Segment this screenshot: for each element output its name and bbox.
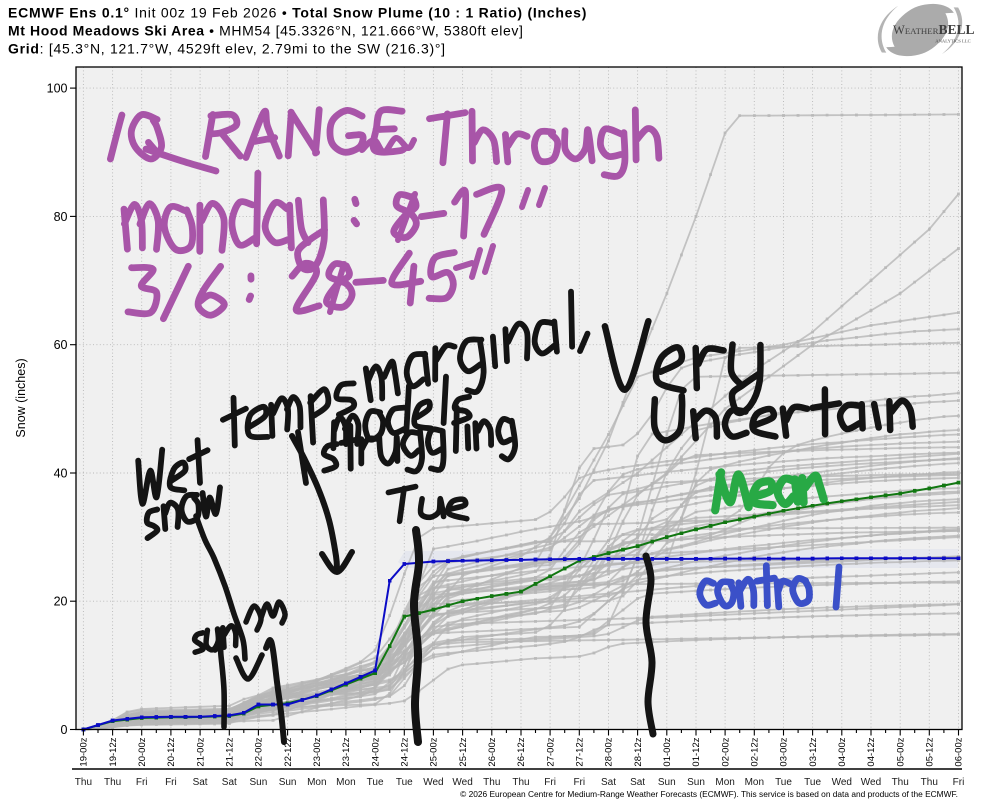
- svg-text:04-00z: 04-00z: [837, 737, 848, 766]
- svg-text:Mon: Mon: [715, 777, 734, 788]
- svg-text:20-12z: 20-12z: [166, 737, 177, 766]
- svg-text:Tue: Tue: [775, 777, 792, 788]
- svg-text:22-00z: 22-00z: [254, 737, 265, 766]
- svg-text:Thu: Thu: [483, 777, 500, 788]
- svg-text:© 2026 European Centre for Med: © 2026 European Centre for Medium-Range …: [460, 789, 958, 799]
- svg-text:20: 20: [54, 595, 68, 609]
- svg-text:Wed: Wed: [861, 777, 881, 788]
- svg-text:27-12z: 27-12z: [575, 737, 586, 766]
- svg-text:02-12z: 02-12z: [750, 737, 761, 766]
- svg-text:Tue: Tue: [804, 777, 821, 788]
- svg-text:25-00z: 25-00z: [429, 737, 440, 766]
- svg-text:ECMWF Ens 0.1° Init 00z 19 Feb: ECMWF Ens 0.1° Init 00z 19 Feb 2026 • To…: [8, 5, 587, 21]
- svg-text:06-00z: 06-00z: [954, 737, 965, 766]
- svg-text:19-00z: 19-00z: [79, 737, 90, 766]
- svg-text:28-12z: 28-12z: [633, 737, 644, 766]
- svg-text:05-12z: 05-12z: [925, 737, 936, 766]
- svg-text:Thu: Thu: [75, 777, 92, 788]
- svg-text:ANALYTICS LLC: ANALYTICS LLC: [935, 39, 970, 44]
- svg-text:19-12z: 19-12z: [108, 737, 119, 766]
- svg-text:Fri: Fri: [165, 777, 177, 788]
- svg-text:Sun: Sun: [687, 777, 705, 788]
- svg-text:03-00z: 03-00z: [779, 737, 790, 766]
- svg-text:Snow (inches): Snow (inches): [14, 358, 28, 437]
- svg-text:Mt Hood Meadows Ski Area • MHM: Mt Hood Meadows Ski Area • MHM54 [45.332…: [8, 23, 523, 39]
- svg-text:Fri: Fri: [136, 777, 148, 788]
- svg-text:Sun: Sun: [250, 777, 268, 788]
- svg-text:Mon: Mon: [745, 777, 764, 788]
- svg-text:Grid: [45.3°N, 121.7°W, 4529ft: Grid: [45.3°N, 121.7°W, 4529ft elev, 2.7…: [8, 41, 446, 57]
- svg-text:Thu: Thu: [921, 777, 938, 788]
- svg-text:04-12z: 04-12z: [866, 737, 877, 766]
- svg-text:Thu: Thu: [892, 777, 909, 788]
- svg-text:28-00z: 28-00z: [604, 737, 615, 766]
- svg-text:23-00z: 23-00z: [312, 737, 323, 766]
- svg-text:Sun: Sun: [658, 777, 676, 788]
- svg-text:26-00z: 26-00z: [487, 737, 498, 766]
- svg-text:60: 60: [54, 338, 68, 352]
- svg-text:24-00z: 24-00z: [370, 737, 381, 766]
- svg-text:21-12z: 21-12z: [225, 737, 236, 766]
- svg-text:Mon: Mon: [336, 777, 355, 788]
- svg-text:WEATHERBELL: WEATHERBELL: [893, 22, 975, 37]
- svg-text:23-12z: 23-12z: [341, 737, 352, 766]
- svg-text:Tue: Tue: [396, 777, 413, 788]
- svg-text:Sat: Sat: [601, 777, 616, 788]
- svg-text:Mon: Mon: [307, 777, 326, 788]
- svg-text:Sat: Sat: [193, 777, 208, 788]
- svg-text:Sun: Sun: [279, 777, 297, 788]
- svg-text:25-12z: 25-12z: [458, 737, 469, 766]
- svg-text:Sat: Sat: [630, 777, 645, 788]
- svg-text:Wed: Wed: [452, 777, 472, 788]
- svg-text:80: 80: [54, 210, 68, 224]
- svg-text:Fri: Fri: [953, 777, 965, 788]
- svg-text:01-00z: 01-00z: [662, 737, 673, 766]
- svg-text:24-12z: 24-12z: [400, 737, 411, 766]
- svg-text:27-00z: 27-00z: [545, 737, 556, 766]
- svg-text:40: 40: [54, 466, 68, 480]
- svg-text:03-12z: 03-12z: [808, 737, 819, 766]
- svg-text:0: 0: [61, 723, 68, 737]
- svg-text:01-12z: 01-12z: [691, 737, 702, 766]
- svg-text:100: 100: [47, 82, 68, 96]
- svg-text:Wed: Wed: [423, 777, 443, 788]
- svg-text:22-12z: 22-12z: [283, 737, 294, 766]
- svg-text:Tue: Tue: [367, 777, 384, 788]
- svg-text:Sat: Sat: [222, 777, 237, 788]
- svg-text:Thu: Thu: [104, 777, 121, 788]
- svg-text:Fri: Fri: [573, 777, 585, 788]
- svg-text:20-00z: 20-00z: [137, 737, 148, 766]
- svg-text:Thu: Thu: [512, 777, 529, 788]
- svg-text:Wed: Wed: [832, 777, 852, 788]
- svg-text:02-00z: 02-00z: [720, 737, 731, 766]
- svg-text:21-00z: 21-00z: [195, 737, 206, 766]
- svg-text:26-12z: 26-12z: [516, 737, 527, 766]
- svg-text:05-00z: 05-00z: [895, 737, 906, 766]
- svg-text:Fri: Fri: [544, 777, 556, 788]
